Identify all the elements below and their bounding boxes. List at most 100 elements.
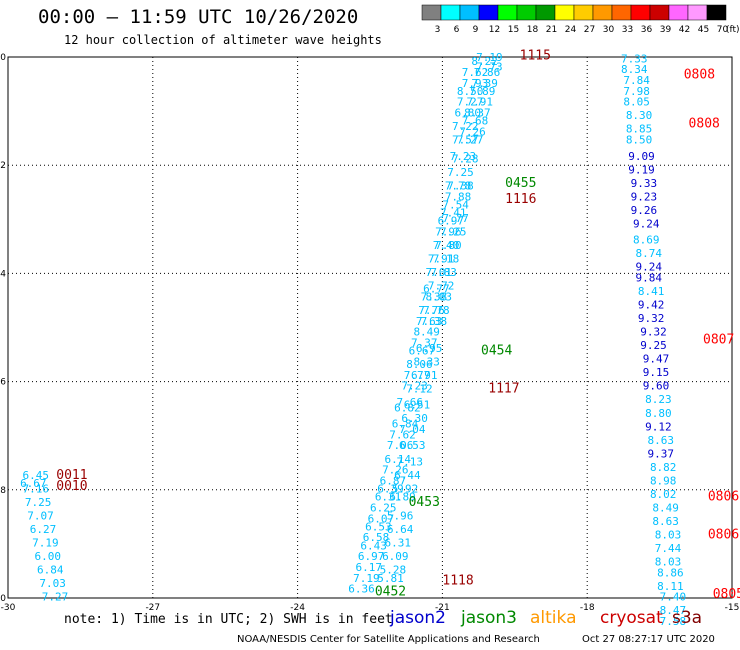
satellite-legend-jason2: jason2 (390, 608, 446, 628)
wave-height-value: 7.28 (452, 152, 479, 165)
wave-height-value: 8.06 (406, 358, 433, 371)
wave-height-value: 6.30 (401, 412, 428, 425)
wave-height-value: 7.68 (462, 115, 489, 128)
wave-height-value: 6.80 (454, 107, 481, 120)
wave-height-value: 8.37 (464, 107, 491, 120)
x-tick-label: -27 (145, 603, 160, 613)
wave-height-value: 7.25 (440, 226, 467, 239)
wave-height-value: 9.09 (628, 150, 655, 163)
wave-height-value: 7.06 (387, 439, 414, 452)
wave-height-value: 7.27 (42, 591, 69, 604)
pass-time-label: 0805 (713, 587, 740, 602)
satellite-legend-jason3: jason3 (461, 608, 517, 628)
wave-height-value: 7.41 (440, 207, 467, 220)
wave-height-value: 6.91 (411, 369, 438, 382)
wave-height-value: 7.62 (462, 66, 489, 79)
pass-time-label: 1117 (488, 381, 519, 396)
wave-height-value: 8.22 (471, 55, 498, 68)
color-legend: 3 6 9 12 15 18 21 24 27 30 33 36 39 42 45 70(ft) (421, 4, 740, 35)
wave-height-value: 8.03 (655, 556, 682, 569)
wave-height-value: 8.05 (623, 96, 650, 109)
chart-grid (7, 56, 733, 599)
pass-time-label: 0010 (56, 479, 87, 494)
pass-time-label: 0452 (375, 584, 406, 599)
wave-height-value: 8.82 (650, 461, 677, 474)
legend-label: 6 (454, 25, 460, 35)
legend-label: 24 (565, 25, 577, 35)
wave-height-value: 7.19 (32, 537, 59, 550)
legend-swatch (516, 4, 537, 21)
wave-height-value: 8.02 (650, 488, 677, 501)
wave-height-value: 6.09 (382, 550, 409, 563)
wave-height-value: 7.27 (457, 96, 484, 109)
wave-height-value: 7.77 (442, 212, 469, 225)
wave-height-value: 6.44 (394, 469, 421, 482)
wave-height-value: 7.33 (621, 52, 648, 65)
wave-height-value: 7.07 (27, 510, 54, 523)
wave-height-value: 7.44 (655, 542, 682, 555)
wave-height-value: 8.50 (626, 134, 653, 147)
wave-height-value: 7.88 (445, 190, 472, 203)
pass-time-label: 1118 (442, 573, 473, 588)
wave-height-value: 8.86 (657, 566, 684, 579)
wave-height-value: 6.45 (22, 469, 49, 482)
wave-height-value: 7.96 (435, 226, 462, 239)
wave-height-value: 7.58 (660, 615, 687, 628)
x-tick-label: -18 (580, 603, 595, 613)
legend-label: 45 (698, 25, 709, 35)
y-tick-label: -20 (0, 594, 6, 604)
y-tick-label: -10 (0, 53, 6, 63)
wave-height-value: 9.15 (643, 366, 670, 379)
legend-label: 15 (508, 25, 519, 35)
wave-height-value: 9.42 (638, 299, 665, 312)
legend-label: 18 (527, 25, 539, 35)
wave-height-value: 8.03 (426, 290, 453, 303)
wave-height-value: 9.60 (643, 380, 670, 393)
wave-height-value: 6.14 (384, 453, 411, 466)
wave-height-value: 7.40 (433, 239, 460, 252)
wave-height-value: 7.86 (474, 66, 501, 79)
wave-height-value: 7.57 (452, 134, 479, 147)
legend-label: 70 (717, 25, 729, 35)
wave-height-value: 7.80 (435, 239, 462, 252)
wave-height-value: 7.72 (428, 280, 455, 293)
chart-subtitle: 12 hour collection of altimeter wave hei… (64, 33, 382, 47)
wave-height-value: 8.69 (633, 234, 660, 247)
wave-height-value: 7.84 (623, 74, 650, 87)
wave-height-value: 9.47 (643, 353, 670, 366)
wave-height-value: 8.85 (626, 123, 653, 136)
pass-time-label: 0453 (409, 495, 440, 510)
legend-label: 39 (660, 25, 672, 35)
wave-height-value: 5.81 (377, 572, 404, 585)
wave-height-value: 7.16 (22, 483, 49, 496)
legend-swatch (497, 4, 518, 21)
wave-height-value: 6.97 (358, 550, 385, 563)
legend-label: 30 (603, 25, 615, 35)
plot-frame (7, 56, 733, 599)
wave-height-value: 7.25 (447, 166, 474, 179)
wave-height-value: 9.12 (645, 420, 672, 433)
legend-label: 12 (489, 25, 500, 35)
wave-height-value: 6.77 (423, 282, 450, 295)
wave-height-value: 9.24 (635, 261, 662, 274)
legend-label: 9 (473, 25, 479, 35)
wave-height-value: 7.93 (462, 77, 489, 90)
pass-time-label: 0808 (689, 116, 720, 131)
legend-swatch (573, 4, 594, 21)
wave-height-value: 6.00 (35, 550, 62, 563)
satellite-legend-cryosat: cryosat (600, 608, 663, 628)
wave-height-value: 7.78 (423, 304, 450, 317)
wave-height-value: 6.67 (20, 477, 47, 490)
legend-label: 27 (584, 25, 595, 35)
legend-label: 21 (546, 25, 557, 35)
wave-height-value: 7.73 (476, 61, 503, 74)
wave-height-value: 6.87 (380, 474, 407, 487)
wave-height-value: 9.24 (633, 217, 660, 230)
wave-height-value: 7.78 (445, 180, 472, 193)
pass-time-label: 0807 (703, 333, 734, 348)
generated-timestamp: Oct 27 08:27:17 UTC 2020 (582, 634, 715, 645)
legend-swatch (554, 4, 575, 21)
wave-height-value: 6.67 (409, 345, 436, 358)
wave-height-value: 8.03 (655, 528, 682, 541)
